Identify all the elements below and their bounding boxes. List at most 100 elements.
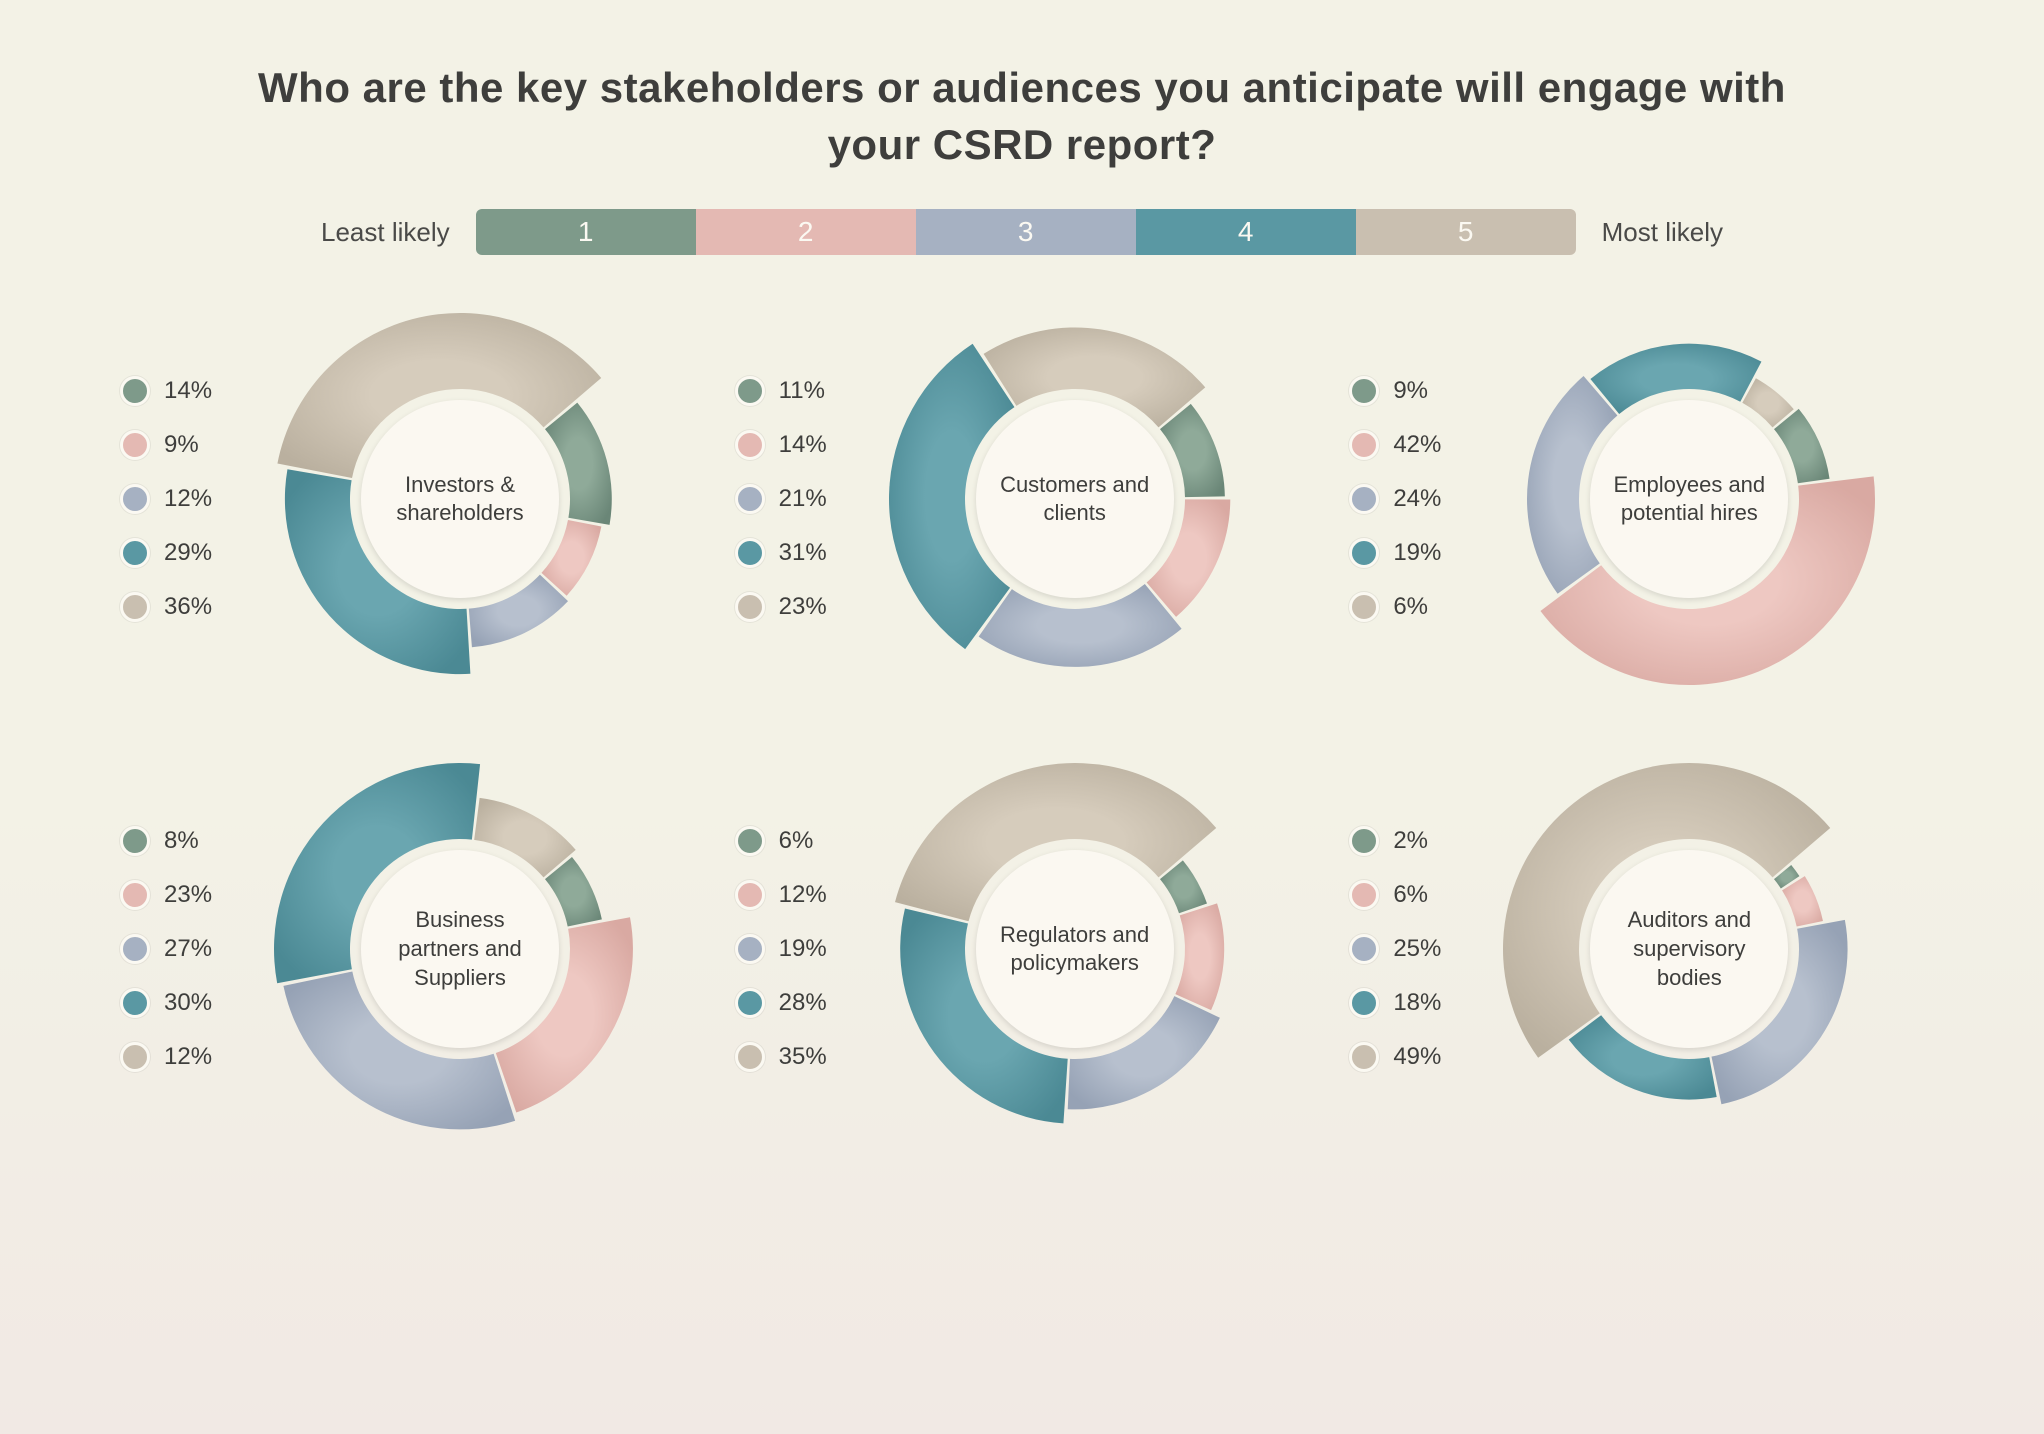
legend-row: Least likely 12345 Most likely [100,209,1944,255]
legend-segment-2: 2 [696,209,916,255]
legend-segment-4: 4 [1136,209,1356,255]
pct-value: 14% [779,431,827,459]
color-dot-icon [1349,880,1379,910]
color-dot-icon [120,538,150,568]
pct-value: 6% [1393,593,1428,621]
legend-left-label: Least likely [295,217,476,248]
pct-value: 31% [779,539,827,567]
color-dot-icon [1349,988,1379,1018]
pct-value: 19% [779,935,827,963]
pct-value: 12% [164,485,212,513]
color-dot-icon [735,484,765,514]
page-title: Who are the key stakeholders or audience… [100,60,1944,173]
donut-chart: Investors & shareholders [270,309,650,689]
color-dot-icon [120,592,150,622]
chart-cell: 9% 42% 24% 19% 6% Employees and potential hir… [1349,309,1924,689]
pct-value: 21% [779,485,827,513]
color-dot-icon [1349,934,1379,964]
infographic-root: Who are the key stakeholders or audience… [0,0,2044,1179]
color-dot-icon [1349,538,1379,568]
chart-center-label: Regulators and policymakers [976,850,1174,1048]
chart-center-label: Business partners and Suppliers [361,850,559,1048]
pct-value: 2% [1393,827,1428,855]
donut-wedge [1782,876,1823,926]
donut-chart: Customers and clients [885,309,1265,689]
color-dot-icon [1349,592,1379,622]
pct-value: 42% [1393,431,1441,459]
pct-list: 14%9%12%29%36% [120,376,250,622]
donut-chart: Auditors and supervisory bodies [1499,759,1879,1139]
pct-item: 36% [120,592,250,622]
legend-right-label: Most likely [1576,217,1749,248]
pct-value: 12% [779,881,827,909]
color-dot-icon [735,826,765,856]
pct-item: 25% [1349,934,1479,964]
chart-cell: 8% 23% 27% 30% 12% Business partners and Supp… [120,759,695,1139]
pct-value: 6% [1393,881,1428,909]
donut-chart: Business partners and Suppliers [270,759,650,1139]
pct-value: 23% [779,593,827,621]
pct-value: 25% [1393,935,1441,963]
color-dot-icon [120,880,150,910]
pct-value: 30% [164,989,212,1017]
color-dot-icon [735,430,765,460]
pct-value: 28% [779,989,827,1017]
color-dot-icon [735,880,765,910]
pct-item: 14% [120,376,250,406]
pct-item: 18% [1349,988,1479,1018]
legend-segment-1: 1 [476,209,696,255]
pct-value: 27% [164,935,212,963]
color-dot-icon [120,826,150,856]
color-dot-icon [1349,826,1379,856]
pct-value: 18% [1393,989,1441,1017]
pct-item: 19% [735,934,865,964]
chart-center-label: Customers and clients [976,400,1174,598]
chart-center-label: Investors & shareholders [361,400,559,598]
color-dot-icon [1349,430,1379,460]
color-dot-icon [1349,484,1379,514]
legend-segment-3: 3 [916,209,1136,255]
pct-item: 23% [735,592,865,622]
color-dot-icon [1349,376,1379,406]
chart-cell: 6% 12% 19% 28% 35% Regulators and policymaker… [735,759,1310,1139]
color-dot-icon [735,934,765,964]
chart-cell: 11% 14% 21% 31% 23% Customers and clients [735,309,1310,689]
color-dot-icon [120,376,150,406]
pct-item: 28% [735,988,865,1018]
pct-value: 6% [779,827,814,855]
pct-list: 11% 14% 21% 31% 23% [735,376,865,622]
pct-item: 8% [120,826,250,856]
pct-item: 2% [1349,826,1479,856]
pct-item: 49% [1349,1042,1479,1072]
pct-value: 49% [1393,1043,1441,1071]
pct-item: 42% [1349,430,1479,460]
pct-value: 24% [1393,485,1441,513]
legend-scale: 12345 [476,209,1576,255]
pct-item: 12% [120,484,250,514]
color-dot-icon [735,988,765,1018]
color-dot-icon [120,1042,150,1072]
pct-value: 35% [779,1043,827,1071]
pct-item: 9% [1349,376,1479,406]
pct-item: 12% [735,880,865,910]
chart-cell: 14%9%12%29%36%Investors & shareholders [120,309,695,689]
charts-grid: 14% 9% 12% 29% 36% Investors & shareholders 11… [100,309,1944,1139]
pct-value: 29% [164,539,212,567]
color-dot-icon [735,538,765,568]
pct-value: 11% [779,377,825,405]
legend-segment-5: 5 [1356,209,1576,255]
pct-value: 8% [164,827,199,855]
pct-item: 6% [1349,592,1479,622]
pct-list: 9% 42% 24% 19% 6% [1349,376,1479,622]
pct-item: 12% [120,1042,250,1072]
pct-item: 21% [735,484,865,514]
chart-cell: 2% 6% 25% 18% 49% Auditors and supervisory bo… [1349,759,1924,1139]
chart-center-label: Employees and potential hires [1590,400,1788,598]
pct-item: 24% [1349,484,1479,514]
pct-value: 19% [1393,539,1441,567]
pct-item: 23% [120,880,250,910]
pct-item: 29% [120,538,250,568]
color-dot-icon [735,592,765,622]
color-dot-icon [735,1042,765,1072]
pct-item: 11% [735,376,865,406]
